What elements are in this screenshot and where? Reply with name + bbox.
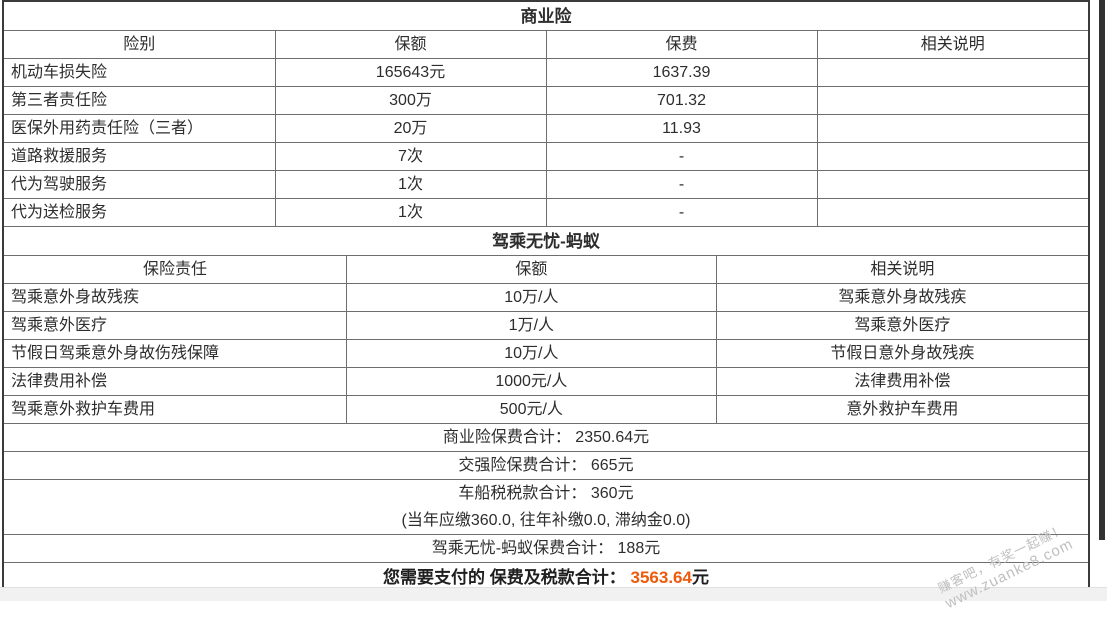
table-row: 第三者责任险 300万 701.32 [4, 86, 1088, 115]
table-row: 驾乘意外救护车费用 500元/人 意外救护车费用 [4, 395, 1088, 424]
cell-insurance-type: 道路救援服务 [4, 142, 276, 171]
table-row: 代为驾驶服务 1次 - [4, 170, 1088, 199]
header-liability: 保险责任 [4, 255, 348, 284]
cell-note: 法律费用补偿 [715, 367, 1088, 396]
cell-liability: 驾乘意外医疗 [4, 311, 348, 340]
vehicle-tax-detail: (当年应缴360.0, 往年补缴0.0, 滞纳金0.0) [401, 512, 691, 529]
summary-row-rider-total: 驾乘无忧-蚂蚁保费合计： 188元 [4, 535, 1088, 563]
cell-note [816, 198, 1088, 227]
cell-coverage: 10万/人 [346, 339, 717, 368]
cell-premium: 11.93 [545, 114, 818, 143]
cell-insurance-type: 代为驾驶服务 [4, 170, 276, 199]
cell-note: 意外救护车费用 [715, 395, 1088, 424]
cell-coverage: 1次 [274, 198, 547, 227]
cell-liability: 节假日驾乘意外身故伤残保障 [4, 339, 348, 368]
header-coverage: 保额 [274, 30, 547, 59]
cell-liability: 驾乘意外救护车费用 [4, 395, 348, 424]
cell-insurance-type: 机动车损失险 [4, 58, 276, 87]
summary-row-compulsory-total: 交强险保费合计： 665元 [4, 452, 1088, 480]
cell-coverage: 165643元 [274, 58, 547, 87]
commercial-section-title: 商业险 [4, 2, 1088, 31]
table-row: 法律费用补偿 1000元/人 法律费用补偿 [4, 367, 1088, 396]
table-row: 节假日驾乘意外身故伤残保障 10万/人 节假日意外身故残疾 [4, 339, 1088, 368]
cell-note [816, 86, 1088, 115]
cell-coverage: 10万/人 [346, 283, 717, 312]
cell-note [816, 58, 1088, 87]
summary-row-vehicle-tax: 车船税税款合计： 360元 (当年应缴360.0, 往年补缴0.0, 滞纳金0.… [4, 480, 1088, 535]
table-row: 道路救援服务 7次 - [4, 142, 1088, 171]
cell-coverage: 1000元/人 [346, 367, 717, 396]
cell-insurance-type: 代为送检服务 [4, 198, 276, 227]
insurance-quote-table: 商业险 险别 保额 保费 相关说明 机动车损失险 165643元 1637.39… [2, 0, 1090, 595]
grand-total-unit: 元 [691, 568, 709, 587]
column-header-row: 险别 保额 保费 相关说明 [4, 30, 1088, 59]
header-note: 相关说明 [715, 255, 1088, 284]
cell-insurance-type: 医保外用药责任险（三者） [4, 114, 276, 143]
rider-section-title: 驾乘无忧-蚂蚁 [4, 227, 1088, 256]
table-row: 医保外用药责任险（三者） 20万 11.93 [4, 114, 1088, 143]
table-row: 驾乘意外身故残疾 10万/人 驾乘意外身故残疾 [4, 283, 1088, 312]
cell-note [816, 142, 1088, 171]
cell-note: 节假日意外身故残疾 [715, 339, 1088, 368]
grand-total-amount: 3563.64 [630, 568, 692, 587]
cell-premium: - [545, 142, 818, 171]
cell-premium: - [545, 198, 818, 227]
cell-premium: 701.32 [545, 86, 818, 115]
header-note: 相关说明 [816, 30, 1088, 59]
cell-note [816, 114, 1088, 143]
cell-coverage: 20万 [274, 114, 547, 143]
table-row: 机动车损失险 165643元 1637.39 [4, 58, 1088, 87]
section-title-row: 商业险 [4, 2, 1088, 31]
grand-total-label: 您需要支付的 保费及税款合计： [383, 568, 631, 587]
header-coverage: 保额 [346, 255, 717, 284]
cell-coverage: 300万 [274, 86, 547, 115]
page-background-strip [0, 587, 1107, 601]
cell-coverage: 1万/人 [346, 311, 717, 340]
cell-note: 驾乘意外身故残疾 [715, 283, 1088, 312]
cell-note: 驾乘意外医疗 [715, 311, 1088, 340]
header-premium: 保费 [545, 30, 818, 59]
cell-premium: 1637.39 [545, 58, 818, 87]
commercial-insurance-section: 商业险 险别 保额 保费 相关说明 机动车损失险 165643元 1637.39… [4, 2, 1088, 227]
header-insurance-type: 险别 [4, 30, 276, 59]
cell-note [816, 170, 1088, 199]
vehicle-tax-total: 车船税税款合计： 360元 [458, 485, 634, 502]
cell-insurance-type: 第三者责任险 [4, 86, 276, 115]
summary-row-grand-total: 您需要支付的 保费及税款合计： 3563.64元 [4, 563, 1088, 593]
table-row: 代为送检服务 1次 - [4, 198, 1088, 227]
cell-coverage: 1次 [274, 170, 547, 199]
table-row: 驾乘意外医疗 1万/人 驾乘意外医疗 [4, 311, 1088, 340]
cell-coverage: 7次 [274, 142, 547, 171]
rider-insurance-section: 驾乘无忧-蚂蚁 保险责任 保额 相关说明 驾乘意外身故残疾 10万/人 驾乘意外… [4, 227, 1088, 424]
cell-coverage: 500元/人 [346, 395, 717, 424]
cell-premium: - [545, 170, 818, 199]
summary-row-commercial-total: 商业险保费合计： 2350.64元 [4, 424, 1088, 452]
vertical-scrollbar-thumb[interactable] [1099, 0, 1105, 540]
cell-liability: 驾乘意外身故残疾 [4, 283, 348, 312]
column-header-row: 保险责任 保额 相关说明 [4, 255, 1088, 284]
cell-liability: 法律费用补偿 [4, 367, 348, 396]
section-title-row: 驾乘无忧-蚂蚁 [4, 227, 1088, 256]
